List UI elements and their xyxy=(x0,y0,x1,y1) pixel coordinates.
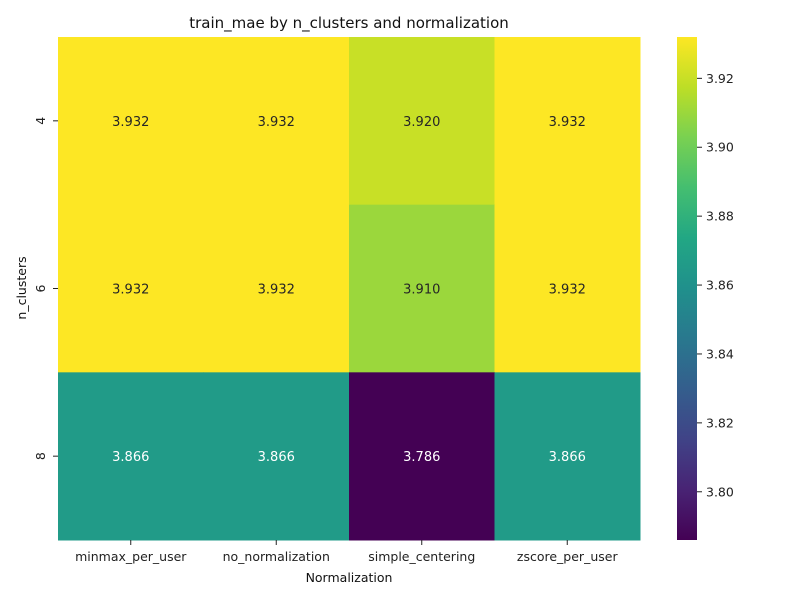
cell-value-label: 3.866 xyxy=(549,450,586,465)
colorbar-tick-label: 3.92 xyxy=(706,71,734,86)
heatmap-cell xyxy=(203,37,350,206)
y-axis-label: n_clusters xyxy=(14,256,29,319)
cell-value-label: 3.932 xyxy=(549,115,586,130)
heatmap-cell xyxy=(58,37,204,206)
cell-value-label: 3.910 xyxy=(403,283,440,298)
x-tick-label: no_normalization xyxy=(223,549,330,564)
heatmap-cell xyxy=(58,204,204,373)
cell-value-label: 3.932 xyxy=(112,283,149,298)
cell-value-label: 3.932 xyxy=(258,115,295,130)
colorbar-tick-label: 3.86 xyxy=(706,278,734,293)
heatmap-cell xyxy=(494,37,641,206)
x-tick-label: minmax_per_user xyxy=(75,549,187,564)
cell-value-label: 3.786 xyxy=(403,450,440,465)
heatmap-cell-labels: 3.932 3.932 3.920 3.932 3.932 3.932 3.910 3.932… xyxy=(112,115,586,465)
cell-value-label: 3.932 xyxy=(549,283,586,298)
x-tick-label: simple_centering xyxy=(368,549,475,564)
colorbar-tick-label: 3.84 xyxy=(706,346,734,361)
y-tick-label: 6 xyxy=(33,284,48,292)
cell-value-label: 3.920 xyxy=(403,115,440,130)
heatmap-cell xyxy=(349,204,495,373)
colorbar-ticks: 3.80 3.82 3.84 3.86 3.88 3.90 3.92 xyxy=(697,71,734,499)
x-tick-label: zscore_per_user xyxy=(517,549,619,564)
y-tick-label: 4 xyxy=(33,117,48,125)
colorbar-tick-label: 3.90 xyxy=(706,140,734,155)
cell-value-label: 3.866 xyxy=(258,450,295,465)
y-axis-ticks: 4 6 8 xyxy=(33,117,58,460)
heatmap-cell xyxy=(349,372,495,541)
heatmap-cell xyxy=(203,204,350,373)
heatmap-cell xyxy=(494,372,641,541)
x-axis-label: Normalization xyxy=(306,570,393,585)
heatmap-cell xyxy=(58,372,204,541)
cell-value-label: 3.932 xyxy=(258,283,295,298)
y-tick-label: 8 xyxy=(33,452,48,460)
colorbar-tick-label: 3.88 xyxy=(706,209,734,224)
heatmap-cell xyxy=(203,372,350,541)
heatmap-cell xyxy=(349,37,495,206)
heatmap-cells xyxy=(58,37,641,541)
colorbar-tick-label: 3.82 xyxy=(706,415,734,430)
cell-value-label: 3.866 xyxy=(112,450,149,465)
chart-title: train_mae by n_clusters and normalizatio… xyxy=(189,14,509,33)
colorbar xyxy=(677,37,697,540)
x-axis-ticks: minmax_per_user no_normalization simple_ce… xyxy=(75,540,618,564)
cell-value-label: 3.932 xyxy=(112,115,149,130)
colorbar-tick-label: 3.80 xyxy=(706,484,734,499)
heatmap-cell xyxy=(494,204,641,373)
